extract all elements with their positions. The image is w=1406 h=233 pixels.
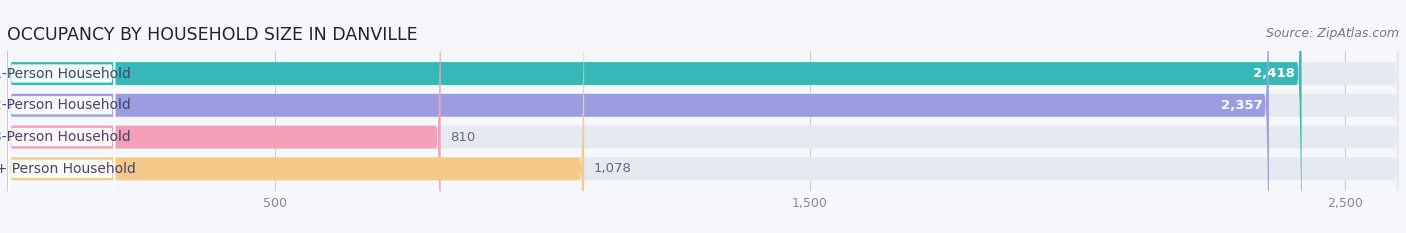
Text: 4+ Person Household: 4+ Person Household bbox=[0, 162, 136, 176]
FancyBboxPatch shape bbox=[7, 0, 1268, 233]
FancyBboxPatch shape bbox=[7, 0, 1399, 233]
FancyBboxPatch shape bbox=[7, 0, 583, 233]
FancyBboxPatch shape bbox=[8, 0, 115, 233]
FancyBboxPatch shape bbox=[8, 0, 115, 233]
Text: Source: ZipAtlas.com: Source: ZipAtlas.com bbox=[1265, 27, 1399, 40]
Text: 2,418: 2,418 bbox=[1253, 67, 1295, 80]
Text: 1-Person Household: 1-Person Household bbox=[0, 66, 131, 80]
FancyBboxPatch shape bbox=[7, 0, 1399, 233]
FancyBboxPatch shape bbox=[7, 0, 1399, 233]
Text: 2,357: 2,357 bbox=[1220, 99, 1263, 112]
FancyBboxPatch shape bbox=[8, 0, 115, 233]
Text: OCCUPANCY BY HOUSEHOLD SIZE IN DANVILLE: OCCUPANCY BY HOUSEHOLD SIZE IN DANVILLE bbox=[7, 26, 418, 44]
FancyBboxPatch shape bbox=[7, 0, 1302, 233]
FancyBboxPatch shape bbox=[7, 0, 1399, 233]
FancyBboxPatch shape bbox=[8, 0, 115, 233]
FancyBboxPatch shape bbox=[7, 0, 440, 233]
Text: 810: 810 bbox=[450, 130, 475, 144]
Text: 3-Person Household: 3-Person Household bbox=[0, 130, 131, 144]
Text: 1,078: 1,078 bbox=[593, 162, 631, 175]
Text: 2-Person Household: 2-Person Household bbox=[0, 98, 131, 112]
